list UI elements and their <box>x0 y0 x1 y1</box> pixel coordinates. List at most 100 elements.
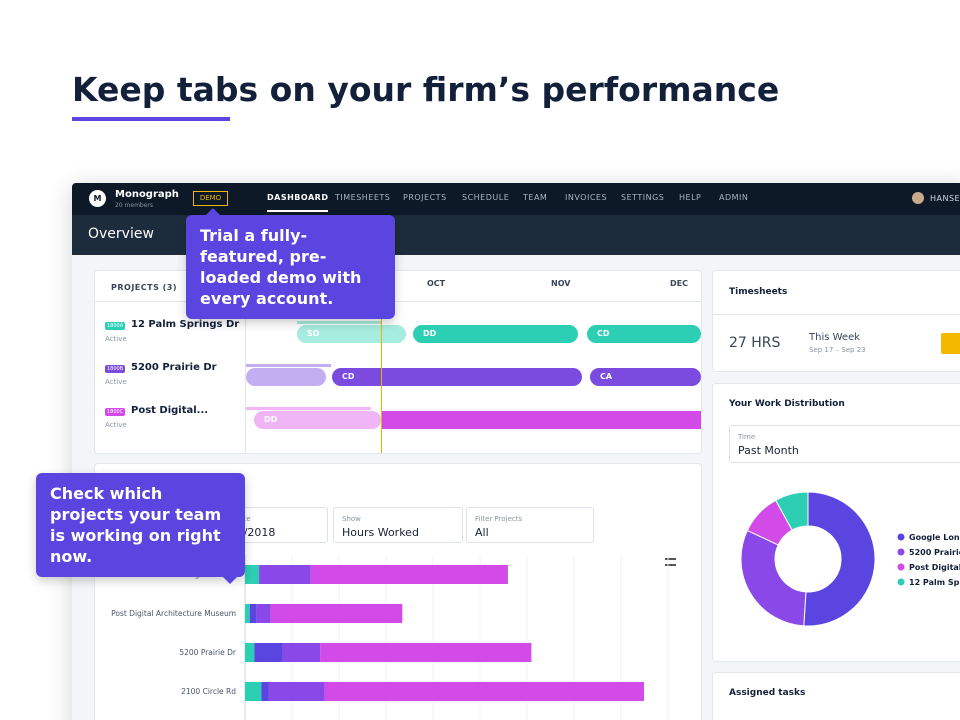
bar-segment <box>249 604 257 623</box>
phase-pill: CD <box>332 368 582 386</box>
bar-segment <box>324 682 645 701</box>
bar-segment <box>245 565 260 584</box>
legend-swatch <box>897 548 905 556</box>
hours-panel: Date09/18/2018 Show Hours Worked Filter P… <box>94 463 702 720</box>
legend-label: 5200 Prairie Dr <box>909 548 960 557</box>
phase-pill: SD <box>297 325 406 343</box>
project-name: 12 Palm Springs Dr <box>131 319 240 330</box>
bar-segment <box>245 643 255 662</box>
y-tick-label: 5200 Prairie Dr <box>179 648 237 657</box>
callout-text: Trial a fully-featured, pre-loaded demo … <box>200 226 362 308</box>
project-code: 1800B <box>105 365 126 373</box>
hours-chart: Google LondonPost Digital Architecture M… <box>111 555 669 720</box>
nav-item[interactable]: TIMESHEETS <box>335 193 391 202</box>
panel-title: Timesheets <box>729 287 788 297</box>
hours-total: 27 HRS <box>729 335 781 351</box>
underline <box>72 117 230 121</box>
callout-arrow <box>223 577 237 584</box>
nav-item[interactable]: SETTINGS <box>621 193 665 202</box>
legend-label: Post Digital <box>909 563 960 572</box>
phase-line <box>246 364 331 367</box>
app-name: Monograph <box>115 189 179 200</box>
headline: Keep tabs on your firm’s performance <box>72 70 780 109</box>
date-filter[interactable]: Date09/18/2018 <box>233 507 328 543</box>
month-label: DEC <box>670 279 688 288</box>
filter-value: Hours Worked <box>342 526 419 539</box>
time-select[interactable]: Time Past Month <box>729 425 960 463</box>
project-status: Active <box>105 378 127 386</box>
legend-label: 12 Palm Springs Dr <box>909 578 960 587</box>
nav-item[interactable]: TEAM <box>523 193 548 202</box>
y-tick-label: Post Digital Architecture Museum <box>111 609 236 618</box>
project-name: 5200 Prairie Dr <box>131 362 217 373</box>
filter-value: All <box>475 526 489 539</box>
tasks-panel: Assigned tasks <box>712 672 960 720</box>
phase-pill: DD <box>254 411 381 429</box>
logo[interactable]: M <box>89 190 106 207</box>
today-line <box>381 301 382 453</box>
phase-pill: CA <box>590 368 701 386</box>
y-tick-label: 2100 Circle Rd <box>181 687 236 696</box>
bar-segment <box>254 643 283 662</box>
show-filter[interactable]: Show Hours Worked <box>333 507 463 543</box>
bar-segment <box>320 643 532 662</box>
nav-item[interactable]: ADMIN <box>719 193 749 202</box>
bar-segment <box>270 604 403 623</box>
panel-title: Assigned tasks <box>729 688 806 698</box>
project-name: Post Digital... <box>131 405 209 416</box>
divider <box>245 271 246 453</box>
avatar[interactable] <box>912 192 924 204</box>
phase-pill: DD <box>413 325 578 343</box>
callout: Check which projects your team is workin… <box>36 473 245 584</box>
divider <box>713 314 960 315</box>
nav-item[interactable]: DASHBOARD <box>267 193 329 212</box>
phase-bar <box>381 411 701 429</box>
divider <box>95 301 701 302</box>
nav-item[interactable]: SCHEDULE <box>462 193 510 202</box>
nav-item[interactable]: HELP <box>679 193 702 202</box>
project-status: Active <box>105 335 127 343</box>
bar-segment <box>256 604 271 623</box>
members: 20 members <box>115 202 154 209</box>
project-status: Active <box>105 421 127 429</box>
projects-header: PROJECTS (3) <box>111 283 178 292</box>
legend-swatch <box>897 563 905 571</box>
bar-segment <box>282 643 321 662</box>
legend-label: Google London <box>909 533 960 542</box>
period: This Week <box>809 332 861 343</box>
month-label: NOV <box>551 279 571 288</box>
phase-line <box>297 321 381 324</box>
filter-label: Filter Projects <box>475 515 523 523</box>
submit-button[interactable] <box>941 333 960 354</box>
callout-arrow <box>206 208 220 215</box>
select-value: Past Month <box>738 444 799 457</box>
bar-segment <box>268 682 325 701</box>
donut-segment <box>803 491 876 627</box>
legend-swatch <box>897 578 905 586</box>
bar-segment <box>245 604 250 623</box>
callout-text: Check which projects your team is workin… <box>50 484 222 566</box>
legend-swatch <box>897 533 905 541</box>
panel-title: Your Work Distribution <box>729 399 845 409</box>
project-code: 1800C <box>105 408 126 416</box>
range: Sep 17 – Sep 23 <box>809 346 866 354</box>
page-title: Overview <box>88 226 154 242</box>
bar-segment <box>310 565 508 584</box>
user-name[interactable]: HANSEL <box>930 194 960 203</box>
nav-item[interactable]: PROJECTS <box>403 193 447 202</box>
project-code: 1800A <box>105 322 126 330</box>
bar-segment <box>261 682 269 701</box>
menu-icon[interactable] <box>665 558 676 566</box>
top-nav <box>72 183 960 215</box>
bar-segment <box>259 565 311 584</box>
callout: Trial a fully-featured, pre-loaded demo … <box>186 208 395 319</box>
phase-line <box>246 407 371 410</box>
donut-segment <box>740 529 807 627</box>
project-filter[interactable]: Filter Projects All <box>466 507 594 543</box>
phase-pill: CD <box>587 325 701 343</box>
demo-badge[interactable]: DEMO <box>193 191 228 206</box>
month-label: OCT <box>427 279 446 288</box>
nav-item[interactable]: INVOICES <box>565 193 608 202</box>
select-label: Time <box>738 433 756 441</box>
